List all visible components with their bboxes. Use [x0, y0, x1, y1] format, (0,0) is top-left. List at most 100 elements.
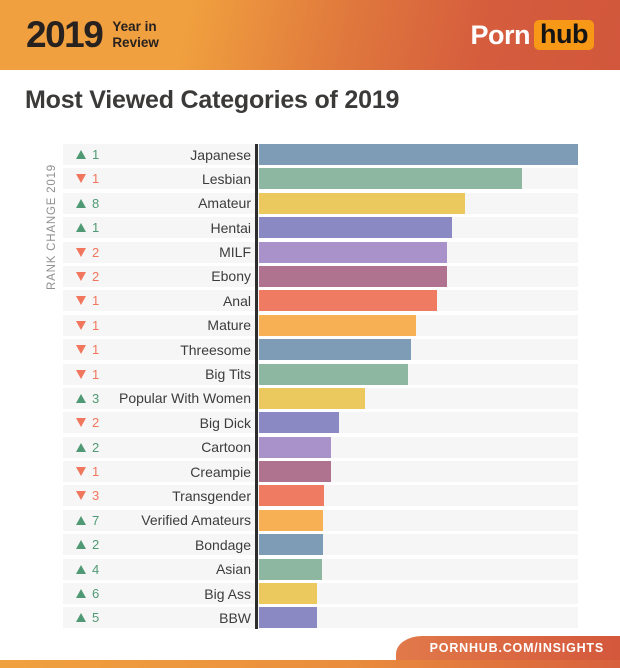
year-tagline: Year in Review [112, 19, 159, 50]
rank-change-value: 1 [92, 342, 100, 358]
table-row: 2 MILF [63, 241, 578, 263]
bar [259, 314, 416, 336]
rank-change-cell: 2 [63, 269, 113, 284]
table-row: 4 Asian [63, 558, 578, 580]
category-label: Big Ass [204, 585, 251, 602]
bar [259, 265, 447, 287]
category-label: Popular With Women [118, 390, 251, 407]
footer-accent-strip [0, 660, 620, 668]
y-axis-label: RANK CHANGE 2019 [46, 164, 58, 290]
bar [259, 241, 447, 263]
category-label: Mature [207, 317, 251, 334]
rank-up-triangle-icon [76, 589, 86, 599]
rank-change-value: 3 [92, 488, 100, 504]
rank-change-value: 2 [92, 244, 100, 260]
rank-down-triangle-icon [76, 174, 86, 184]
rank-change-cell: 2 [63, 415, 113, 430]
bar [259, 509, 323, 531]
page-title: Most Viewed Categories of 2019 [25, 86, 400, 114]
pornhub-logo: Porn hub [471, 19, 594, 51]
category-label: Ebony [211, 268, 251, 285]
rank-change-value: 1 [92, 317, 100, 333]
rank-down-triangle-icon [76, 247, 86, 257]
category-label: Bondage [194, 536, 251, 553]
table-row: 2 Cartoon [63, 436, 578, 458]
chart-rows: 1 Japanese 1 Lesbian 8 Amateur 1 Hentai 2 MILF 2 Eb… [63, 144, 578, 629]
rank-change-value: 2 [92, 439, 100, 455]
category-label: Transgender [172, 487, 251, 504]
bar-track [259, 558, 578, 580]
rank-change-value: 1 [92, 366, 100, 382]
bar [259, 339, 411, 361]
table-row: 1 Mature [63, 314, 578, 336]
rank-down-triangle-icon [76, 369, 86, 379]
category-label: Asian [215, 561, 251, 578]
bar [259, 485, 324, 507]
rank-change-cell: 3 [63, 488, 113, 503]
rank-up-triangle-icon [76, 564, 86, 574]
tagline-line1: Year in [112, 19, 157, 35]
rank-change-cell: 1 [63, 147, 113, 162]
category-label: Threesome [180, 341, 251, 358]
rank-up-triangle-icon [76, 613, 86, 623]
bar-track [259, 412, 578, 434]
rank-change-value: 2 [92, 415, 100, 431]
table-row: 3 Popular With Women [63, 387, 578, 409]
table-row: 5 BBW [63, 607, 578, 629]
table-row: 1 Hentai [63, 217, 578, 239]
bar-track [259, 217, 578, 239]
bar [259, 168, 523, 190]
bar [259, 558, 322, 580]
rank-change-value: 3 [92, 390, 100, 406]
bar [259, 290, 438, 312]
bar-track [259, 339, 578, 361]
rank-up-triangle-icon [76, 393, 86, 403]
logo-hub-badge: hub [534, 19, 594, 51]
year-in-review-block: 2019 Year in Review [26, 14, 159, 56]
bar-track [259, 168, 578, 190]
bar-track [259, 192, 578, 214]
category-label: Creampie [190, 463, 251, 480]
year-label: 2019 [26, 14, 104, 55]
rank-up-triangle-icon [76, 515, 86, 525]
table-row: 1 Creampie [63, 461, 578, 483]
rank-change-cell: 8 [63, 196, 113, 211]
bar-track [259, 241, 578, 263]
table-row: 1 Japanese [63, 144, 578, 165]
rank-up-triangle-icon [76, 198, 86, 208]
axis-baseline [255, 144, 258, 629]
table-row: 1 Threesome [63, 339, 578, 361]
rank-change-value: 1 [92, 293, 100, 309]
rank-change-value: 6 [92, 586, 100, 602]
rank-change-cell: 5 [63, 610, 113, 625]
table-row: 2 Big Dick [63, 412, 578, 434]
bar [259, 461, 331, 483]
table-row: 1 Lesbian [63, 168, 578, 190]
table-row: 2 Bondage [63, 534, 578, 556]
rank-down-triangle-icon [76, 418, 86, 428]
bar-chart: 1 Japanese 1 Lesbian 8 Amateur 1 Hentai 2 MILF 2 Eb… [63, 144, 578, 629]
rank-down-triangle-icon [76, 296, 86, 306]
rank-change-value: 1 [92, 171, 100, 187]
category-label: Big Tits [205, 366, 251, 383]
rank-change-cell: 7 [63, 513, 113, 528]
bar-track [259, 290, 578, 312]
rank-change-value: 2 [92, 537, 100, 553]
footer-link-tab: PORNHUB.COM/INSIGHTS [395, 636, 620, 660]
table-row: 1 Anal [63, 290, 578, 312]
bar [259, 607, 317, 629]
rank-change-value: 1 [92, 464, 100, 480]
category-label: Hentai [210, 219, 251, 236]
rank-down-triangle-icon [76, 491, 86, 501]
category-label: Lesbian [201, 170, 251, 187]
rank-change-cell: 1 [63, 342, 113, 357]
footer-link-text: PORNHUB.COM/INSIGHTS [429, 641, 604, 655]
table-row: 6 Big Ass [63, 583, 578, 605]
rank-change-cell: 4 [63, 562, 113, 577]
bar [259, 387, 365, 409]
rank-change-cell: 1 [63, 171, 113, 186]
rank-change-value: 8 [92, 195, 100, 211]
rank-change-cell: 1 [63, 293, 113, 308]
table-row: 2 Ebony [63, 265, 578, 287]
bar-track [259, 461, 578, 483]
